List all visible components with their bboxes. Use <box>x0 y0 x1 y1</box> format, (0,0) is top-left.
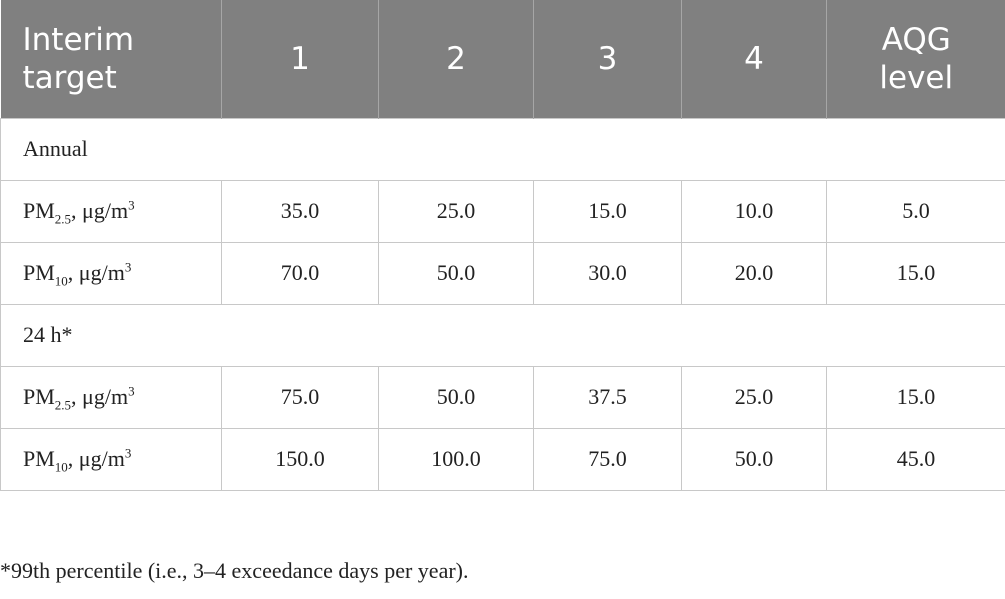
label-superscript: 3 <box>124 445 132 461</box>
footnote: *99th percentile (i.e., 3–4 exceedance d… <box>0 558 469 583</box>
section-row: 24 h* <box>0 303 1005 367</box>
label-unit: , μg/m <box>67 260 125 285</box>
table-body: Annual PM2.5, μg/m3 35.0 25.0 15.0 10.0 5.0 PM1… <box>0 117 1005 491</box>
header-text: 4 <box>744 40 764 77</box>
value-cell: 35.0 <box>221 179 379 243</box>
value-cell: 25.0 <box>378 179 534 243</box>
data-row: PM10, μg/m3 70.0 50.0 30.0 20.0 15.0 <box>0 241 1005 305</box>
value-cell: 30.0 <box>533 241 682 305</box>
header-text: 1 <box>290 40 310 77</box>
value-cell: 15.0 <box>533 179 682 243</box>
header-cell: AQG level <box>826 0 1005 118</box>
value-cell: 50.0 <box>378 241 534 305</box>
row-label: PM2.5, μg/m3 <box>0 179 222 243</box>
header-text: 3 <box>597 40 618 77</box>
value-cell: 150.0 <box>221 427 379 491</box>
label-subscript: 2.5 <box>54 211 72 227</box>
header-text: 2 <box>446 40 466 77</box>
value-cell: 20.0 <box>681 241 827 305</box>
value-cell: 100.0 <box>378 427 534 491</box>
label-base: PM <box>23 384 55 409</box>
data-row: PM2.5, μg/m3 35.0 25.0 15.0 10.0 5.0 <box>0 179 1005 243</box>
header-cell: 2 <box>378 0 534 118</box>
data-row: PM2.5, μg/m3 75.0 50.0 37.5 25.0 15.0 <box>0 365 1005 429</box>
data-row: PM10, μg/m3 150.0 100.0 75.0 50.0 45.0 <box>0 427 1005 491</box>
label-base: PM <box>23 446 55 471</box>
value-cell: 45.0 <box>826 427 1005 491</box>
header-text: AQG level <box>879 21 954 96</box>
label-base: PM <box>23 260 55 285</box>
label-unit: , μg/m <box>71 384 129 409</box>
row-label: PM2.5, μg/m3 <box>0 365 222 429</box>
header-cell: 1 <box>221 0 379 118</box>
value-cell: 50.0 <box>681 427 827 491</box>
section-row: Annual <box>0 117 1005 181</box>
header-cell: 4 <box>681 0 827 118</box>
section-title: Annual <box>0 117 1005 181</box>
label-superscript: 3 <box>128 383 135 399</box>
value-cell: 15.0 <box>826 241 1005 305</box>
header-cell: 3 <box>533 0 682 118</box>
label-superscript: 3 <box>124 259 132 275</box>
header-row: Interim target 1 2 3 4 AQG level <box>0 0 1005 118</box>
header-text: Interim target <box>22 21 135 96</box>
value-cell: 50.0 <box>378 365 534 429</box>
row-label: PM10, μg/m3 <box>0 427 222 491</box>
value-cell: 75.0 <box>221 365 379 429</box>
value-cell: 15.0 <box>826 365 1005 429</box>
value-cell: 10.0 <box>681 179 827 243</box>
label-subscript: 10 <box>54 459 68 475</box>
value-cell: 75.0 <box>533 427 682 491</box>
label-base: PM <box>23 198 55 223</box>
label-subscript: 10 <box>54 273 68 289</box>
data-table: Interim target 1 2 3 4 AQG level Annual PM2.5,… <box>0 0 1005 491</box>
label-subscript: 2.5 <box>54 397 72 413</box>
value-cell: 5.0 <box>826 179 1005 243</box>
value-cell: 25.0 <box>681 365 827 429</box>
value-cell: 37.5 <box>533 365 682 429</box>
label-superscript: 3 <box>128 197 135 213</box>
label-unit: , μg/m <box>71 198 129 223</box>
label-unit: , μg/m <box>67 446 125 471</box>
row-label: PM10, μg/m3 <box>0 241 222 305</box>
value-cell: 70.0 <box>221 241 379 305</box>
header-cell: Interim target <box>0 0 222 118</box>
section-title: 24 h* <box>0 303 1005 367</box>
